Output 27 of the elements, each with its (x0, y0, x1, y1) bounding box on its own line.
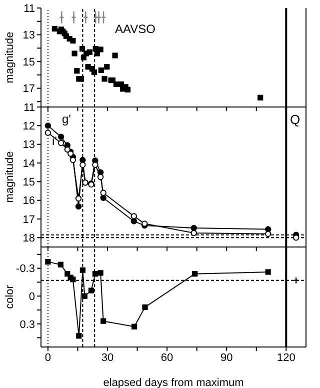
y-tick-label: 15 (22, 176, 35, 189)
x-tick-label: 90 (220, 352, 233, 364)
y-tick-label: 0.3 (20, 318, 35, 331)
x-tick-label: 0 (44, 352, 52, 364)
y-tick-label: 13 (22, 30, 35, 42)
y-axis-title: magnitude (4, 151, 16, 203)
y-tick-label: 0 (28, 290, 35, 303)
y-tick-label: 11 (24, 102, 35, 114)
x-tick-label: 60 (160, 352, 174, 364)
y-tick-label: 11 (24, 2, 35, 15)
y-tick-label: 13 (22, 139, 35, 152)
y-tick-label: 17 (22, 214, 35, 226)
x-tick-label: 30 (101, 352, 114, 364)
y-axis-title: color (4, 284, 16, 309)
y-axis-title: magnitude (4, 32, 16, 84)
y-tick-label: 16 (22, 195, 35, 208)
y-tick-label: 17 (22, 83, 35, 96)
series-label: g' (62, 112, 71, 126)
x-tick-label: 120 (276, 352, 296, 364)
series-label: AAVSO (115, 22, 156, 36)
y-tick-label: 15 (22, 56, 35, 68)
y-tick-label: 14 (22, 158, 35, 170)
y-tick-label: 12 (22, 120, 35, 133)
y-tick-label: 18 (22, 232, 35, 245)
annotation: Q (290, 112, 300, 127)
y-tick-label: -0.3 (16, 263, 35, 276)
x-axis-title: elapsed days from maximum (103, 377, 244, 388)
